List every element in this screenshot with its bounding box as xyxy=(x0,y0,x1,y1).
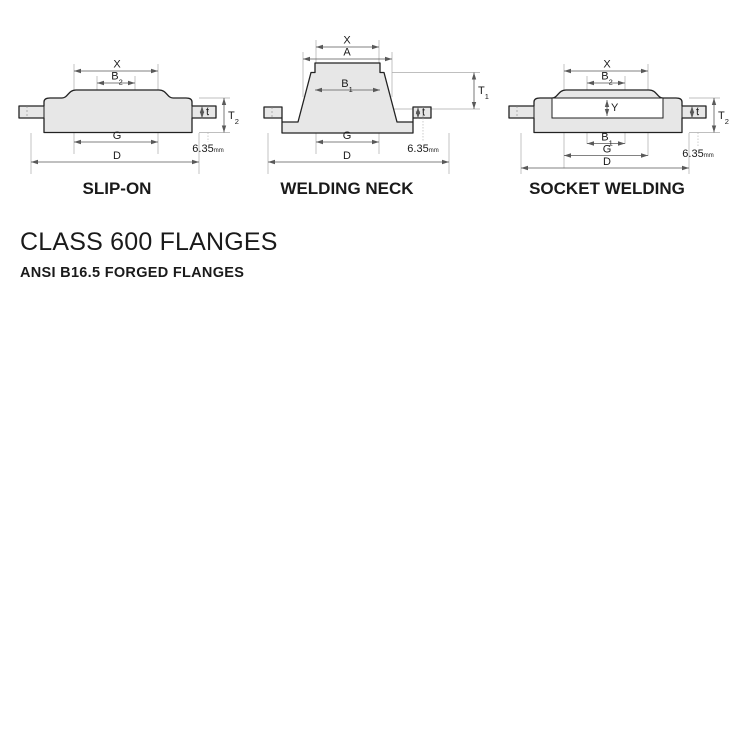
svg-text:6.35mm: 6.35mm xyxy=(192,143,223,155)
svg-text:G: G xyxy=(343,130,352,142)
svg-text:B2: B2 xyxy=(601,71,613,87)
svg-text:D: D xyxy=(603,156,611,168)
svg-text:X: X xyxy=(113,59,121,71)
svg-text:A: A xyxy=(343,47,351,59)
svg-text:B2: B2 xyxy=(111,71,123,87)
svg-text:t: t xyxy=(696,106,699,118)
svg-text:T1: T1 xyxy=(478,85,489,101)
svg-text:X: X xyxy=(603,59,611,71)
svg-text:WELDING NECK: WELDING NECK xyxy=(280,179,414,198)
svg-text:t: t xyxy=(206,106,209,118)
svg-text:D: D xyxy=(343,150,351,162)
svg-text:D: D xyxy=(113,150,121,162)
svg-text:T2: T2 xyxy=(718,110,729,126)
svg-text:SOCKET WELDING: SOCKET WELDING xyxy=(529,179,685,198)
svg-text:T2: T2 xyxy=(228,110,239,126)
svg-text:SLIP-ON: SLIP-ON xyxy=(83,179,152,198)
svg-text:Y: Y xyxy=(611,102,619,114)
svg-text:t: t xyxy=(422,107,425,119)
svg-text:6.35mm: 6.35mm xyxy=(682,148,713,160)
svg-text:G: G xyxy=(603,144,612,156)
svg-text:X: X xyxy=(343,35,351,47)
svg-text:G: G xyxy=(113,130,122,142)
svg-text:6.35mm: 6.35mm xyxy=(407,143,438,155)
